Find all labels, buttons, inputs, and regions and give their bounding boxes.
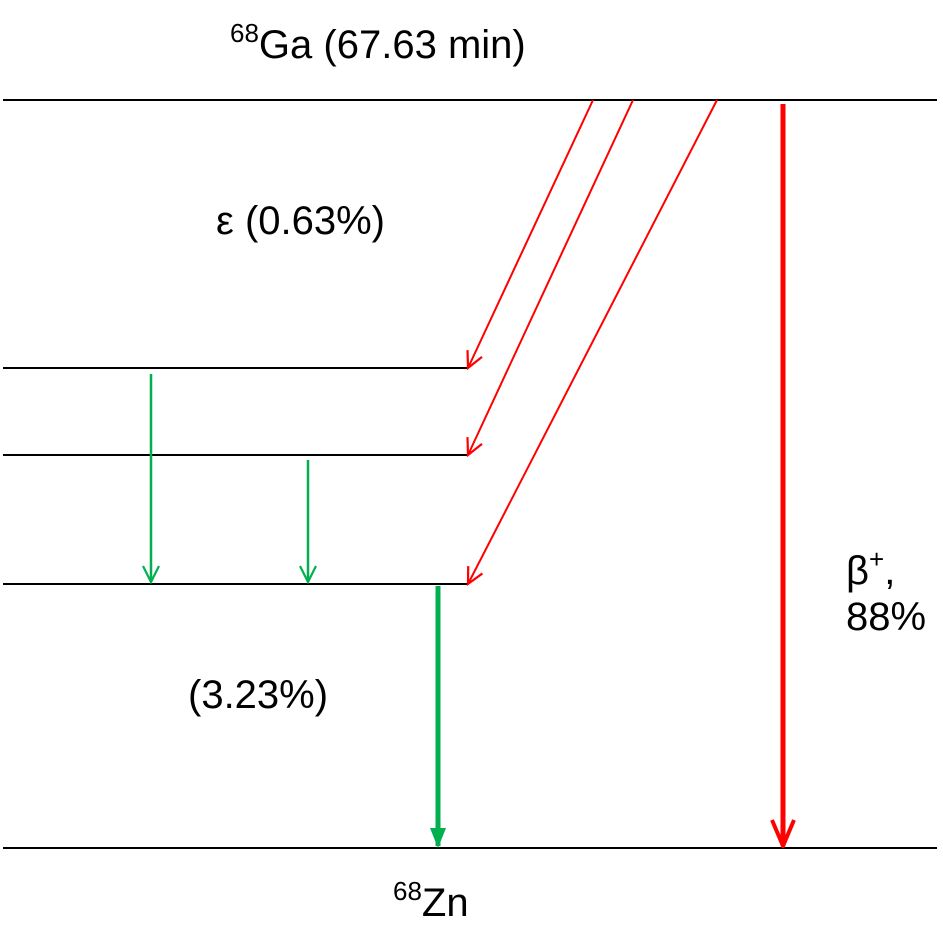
beta-separator: , xyxy=(884,549,896,593)
daughter-symbol: Zn xyxy=(421,881,469,925)
beta-percent: 88% xyxy=(846,595,927,639)
electron-capture-label: ε (0.63%) xyxy=(216,199,386,243)
beta-charge: + xyxy=(869,543,885,574)
beta-plus-label: β+, 88% xyxy=(846,546,927,640)
parent-half-life: (67.63 min) xyxy=(323,23,526,67)
daughter-mass-number: 68 xyxy=(393,875,422,906)
parent-symbol: Ga xyxy=(258,23,313,67)
beta-symbol: β xyxy=(846,549,870,593)
gamma-branch-label: (3.23%) xyxy=(188,673,329,717)
ec-arrow-to-level-2 xyxy=(468,99,634,455)
daughter-nuclide-label: 68Zn xyxy=(393,878,469,926)
parent-nuclide-label: 68Ga (67.63 min) xyxy=(230,20,526,68)
parent-mass-number: 68 xyxy=(230,17,259,48)
ec-arrow-to-level-3 xyxy=(468,99,594,368)
ec-arrow-to-level-1 xyxy=(468,99,718,584)
